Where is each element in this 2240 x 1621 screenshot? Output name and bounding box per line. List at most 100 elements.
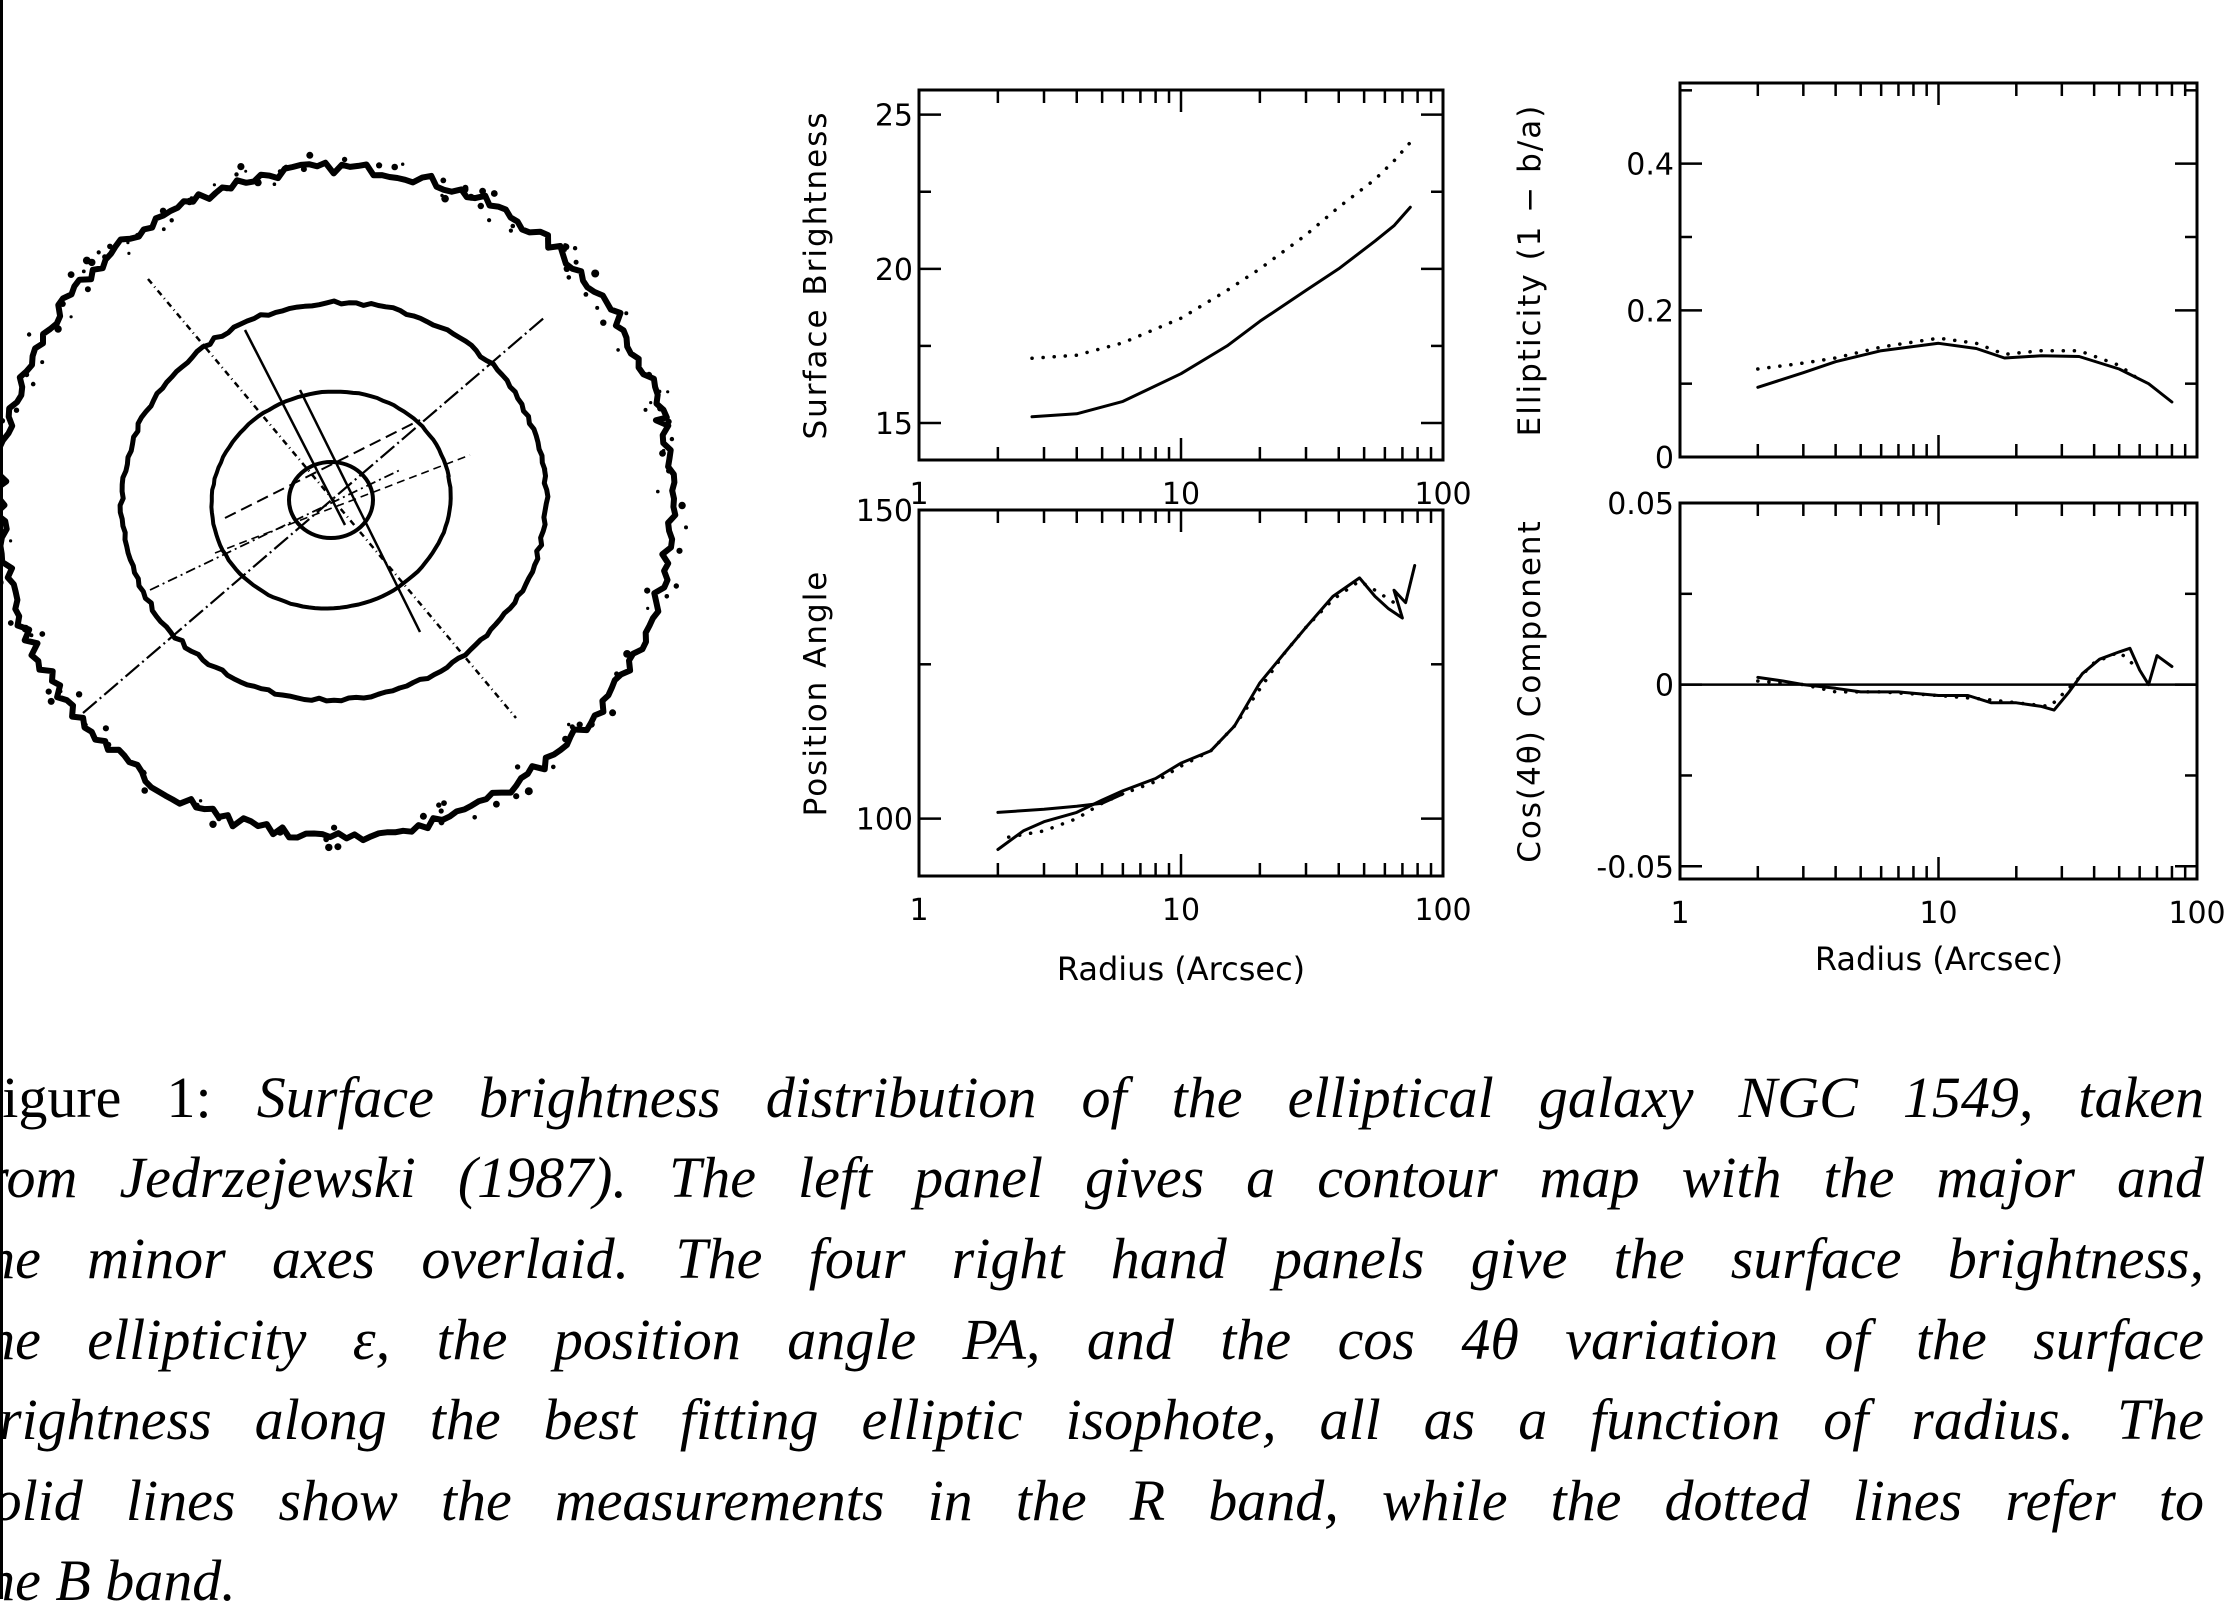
caption-line: the ellipticity ε, the position angle PA… — [0, 1307, 2204, 1372]
r-band-series — [1756, 341, 2174, 404]
isophote-noise-dot — [514, 764, 521, 770]
isophote-noise-dot — [673, 583, 679, 589]
isophote-noise-dot — [646, 606, 650, 611]
isophote-noise-dot — [440, 193, 444, 198]
isophote-noise-dot — [40, 360, 45, 365]
isophote-noise-dot — [513, 793, 520, 800]
isophote-noise-dot — [67, 271, 75, 278]
isophote-noise-dot — [563, 243, 568, 248]
y-tick-label: 150 — [856, 494, 913, 529]
isophote-noise-dot — [39, 631, 46, 637]
isophote-noise-dot — [576, 721, 583, 728]
isophote-noise-dot — [656, 489, 660, 494]
caption-text: Surface brightness distribution of the e… — [256, 1065, 2205, 1130]
isophote-noise-dot — [401, 162, 405, 166]
isophote-noise-dot — [24, 372, 30, 378]
b-band-series — [1756, 336, 2142, 382]
caption-line: from Jedrzejewski (1987). The left panel… — [0, 1145, 2204, 1210]
axis-segment — [243, 329, 347, 526]
isophote-noise-dot — [671, 491, 675, 496]
x-axis-label-right: Radius (Arcsec) — [1815, 940, 2063, 978]
isophote-noise-dot — [84, 286, 91, 293]
r-band-series — [1030, 205, 1412, 419]
x-tick-label: 100 — [1414, 477, 1471, 512]
isophote-noise-dot — [572, 246, 578, 251]
caption-line: the minor axes overlaid. The four right … — [0, 1226, 2204, 1291]
y-tick-label: 0 — [1655, 669, 1674, 704]
isophote-noise-dot — [90, 259, 94, 263]
isophote-noise-dot — [21, 624, 30, 633]
isophote-noise-dot — [666, 467, 672, 474]
isophote-noise-dot — [479, 187, 486, 195]
isophote-noise-dot — [59, 300, 66, 307]
y-tick-label: 20 — [875, 253, 913, 288]
inner-isophote — [209, 389, 453, 611]
isophote-noise-dot — [645, 371, 653, 378]
x-tick-label: 1 — [909, 477, 928, 512]
b-band-series — [1030, 140, 1413, 361]
isophote-noise-dot — [209, 820, 217, 828]
isophote-noise-dot — [678, 501, 686, 510]
x-tick-label: 100 — [2168, 896, 2225, 931]
x-tick-label: 1 — [909, 893, 928, 928]
isophote-noise-dot — [573, 259, 579, 265]
isophote-noise-dot — [649, 401, 653, 405]
isophote-noise-dot — [567, 722, 571, 727]
isophote-noise-dot — [591, 269, 600, 278]
isophote-noise-dot — [134, 232, 141, 239]
isophote-noise-dot — [684, 525, 688, 530]
isophote-noise-dot — [126, 241, 130, 245]
isophote-noise-dot — [0, 426, 2, 431]
isophote-noise-dot — [105, 741, 112, 748]
isophote-noise-dot — [588, 721, 595, 728]
isophote-noise-dot — [586, 726, 590, 730]
isophote-noise-dot — [657, 405, 664, 412]
isophote-noise-dot — [583, 292, 589, 297]
y-axis-label: Ellipticity (1 − b/a) — [1512, 104, 1548, 437]
isophote-noise-dot — [141, 787, 148, 794]
axis-segment — [224, 419, 421, 519]
isophote-noise-dot — [159, 207, 167, 215]
isophote-noise-dot — [30, 381, 36, 387]
isophote-noise-dot — [325, 843, 333, 852]
isophote-noise-dot — [666, 390, 670, 394]
y-tick-label: 25 — [875, 99, 913, 134]
isophote-noise-dot — [107, 243, 113, 250]
isophote-noise-dot — [272, 182, 277, 186]
isophote-noise-dot — [551, 764, 556, 770]
isophote-noise-dot — [623, 650, 631, 658]
isophote-noise-dot — [441, 194, 449, 203]
isophote-noise-dot — [669, 436, 675, 442]
isophote-noise-dot — [569, 724, 575, 730]
isophote-noise-dot — [276, 828, 284, 836]
isophote-noise-dot — [665, 418, 672, 425]
y-tick-label: 0 — [1655, 441, 1674, 476]
r-band-series — [996, 564, 1417, 851]
isophote-noise-dot — [331, 824, 338, 831]
y-tick-label: 0.2 — [1626, 294, 1674, 329]
isophote-noise-dot — [0, 491, 2, 496]
isophote-noise-dot — [657, 389, 662, 394]
isophote-noise-dot — [45, 688, 52, 695]
isophote-noise-dot — [277, 169, 282, 174]
isophote-noise-dot — [69, 315, 73, 319]
minor-axis-line — [82, 316, 546, 714]
isophote-noise-dot — [216, 816, 222, 822]
isophote-noise-dot — [0, 578, 4, 587]
isophote-noise-dot — [306, 151, 314, 159]
isophote-noise-dot — [102, 725, 109, 732]
isophote-noise-dot — [334, 843, 342, 851]
isophote-noise-dot — [391, 163, 399, 171]
isophote-noise-dot — [300, 166, 307, 173]
isophote-noise-dot — [419, 812, 427, 820]
core-isophote — [287, 460, 375, 540]
isophote-noise-dot — [616, 348, 620, 352]
axis-segment — [214, 454, 471, 554]
isophote-noise-dot — [212, 183, 216, 187]
isophote-noise-dot — [436, 802, 442, 808]
x-tick-label: 10 — [1919, 896, 1957, 931]
plot-frame — [1678, 81, 2199, 459]
y-axis-label: Cos(4θ) Component — [1512, 519, 1548, 862]
